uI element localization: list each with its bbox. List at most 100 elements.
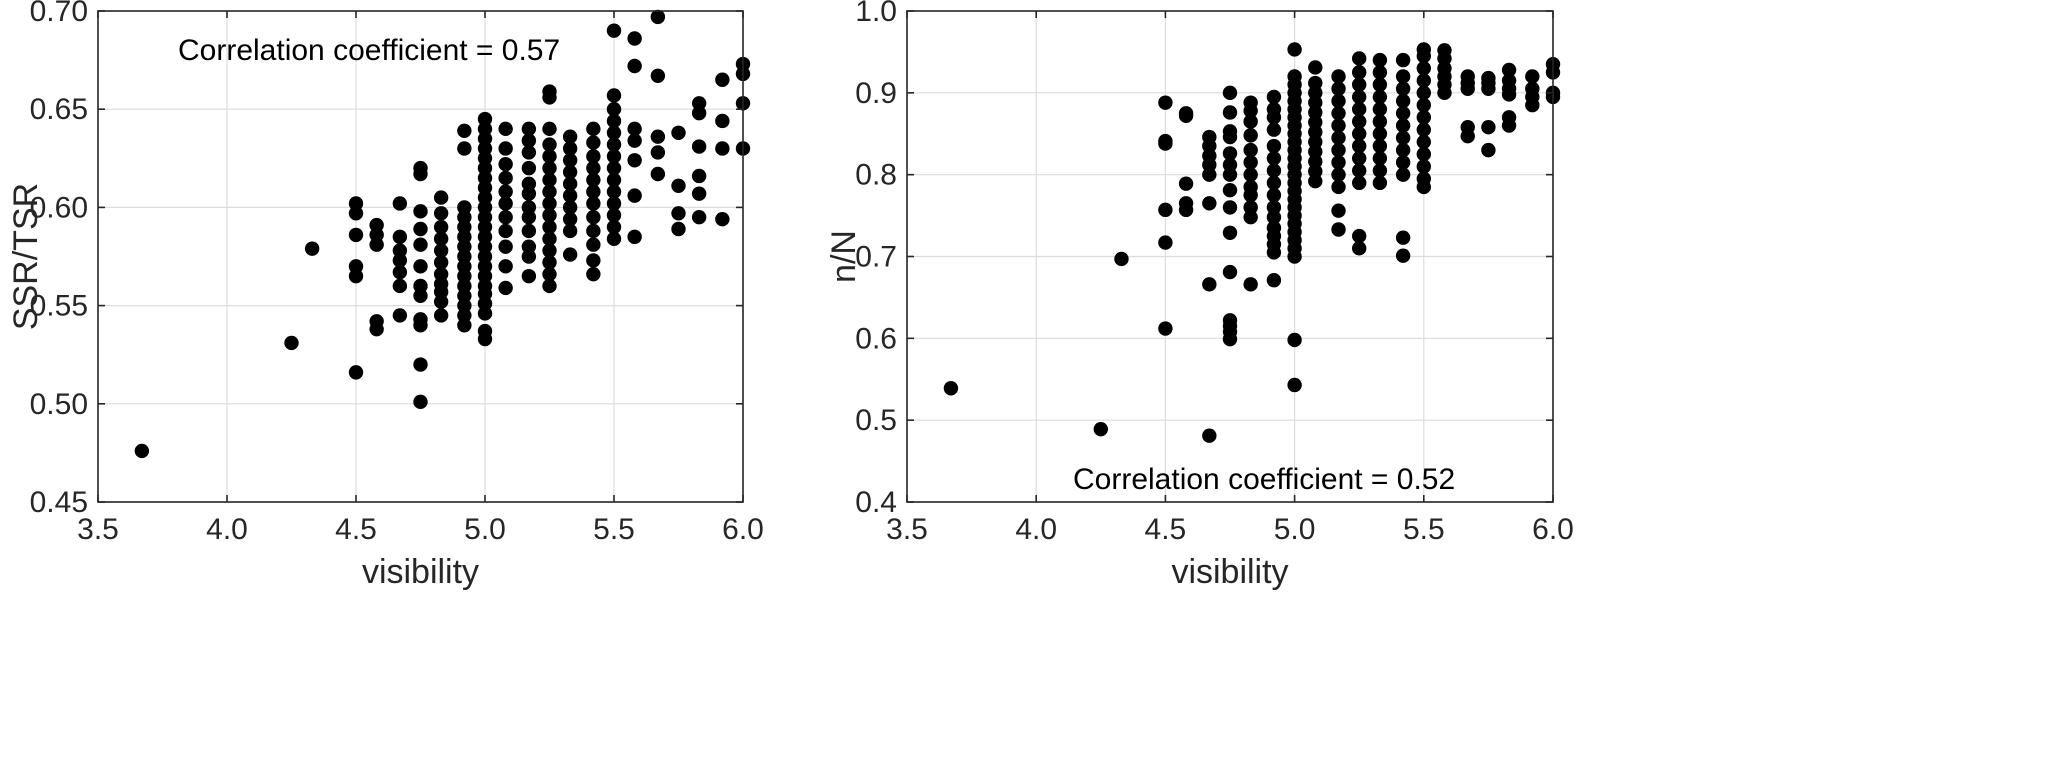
data-point [1372,102,1388,117]
data-point [1525,69,1540,84]
data-point [1178,196,1194,211]
y-tick-label: 0.65 [30,93,88,126]
data-point [1331,130,1346,146]
data-point [521,121,537,137]
data-point [627,121,642,137]
data-point [562,211,578,227]
data-point [1266,151,1282,166]
y-tick-label: 0.50 [30,388,88,421]
data-point [691,96,707,111]
data-point [477,323,493,339]
data-point [1308,75,1323,91]
data-point [650,9,666,25]
data-point [477,111,493,127]
y-tick-label: 0.70 [30,0,88,28]
data-point [1501,62,1517,78]
data-point [1243,155,1258,170]
data-point [691,210,707,225]
data-point [521,223,537,239]
data-point [606,149,622,164]
data-point [1331,142,1346,158]
grid-right [906,10,1554,503]
data-point [943,381,959,396]
data-point [1243,142,1258,158]
data-point [542,184,557,199]
data-point [627,229,642,245]
data-point [1331,203,1346,218]
data-point [1222,105,1238,120]
data-point [606,160,622,176]
data-point [1266,187,1282,203]
data-point [586,135,601,150]
data-point [1222,225,1238,240]
data-point [1243,200,1258,215]
data-point [586,172,601,188]
data-point [1287,332,1302,348]
data-point [1395,93,1411,109]
data-point [498,184,513,199]
data-point [433,231,449,247]
data-point [413,312,428,327]
data-point [521,145,537,160]
data-point [498,141,513,156]
data-point [433,255,449,270]
y-axis-label-left: SSR/TSR [7,183,45,330]
data-point [1352,138,1367,154]
data-point [1158,321,1173,336]
data-point [134,443,150,459]
data-point [542,243,557,258]
data-point [562,153,578,168]
data-point [1395,167,1411,182]
data-point [1395,142,1411,158]
data-point [562,176,578,192]
data-point [1158,95,1173,110]
data-point [586,149,601,164]
data-point [1266,138,1282,154]
data-point [521,200,537,215]
data-point [1308,60,1323,75]
data-point [1352,89,1367,105]
data-point [542,84,557,99]
data-point [1395,69,1411,84]
data-point [1372,114,1388,129]
data-point [498,196,513,211]
data-point [433,308,449,323]
data-point [433,266,449,282]
data-point [606,113,622,129]
data-point [586,184,601,199]
data-point [1266,200,1282,215]
data-point [1501,110,1517,125]
y-tick-label: 0.8 [855,159,897,192]
data-point [1266,102,1282,117]
data-point [1352,151,1367,166]
correlation-annotation-right: Correlation coefficient = 0.52 [1073,463,1455,496]
data-point [586,223,601,239]
data-point [586,160,601,176]
data-point [1352,51,1367,66]
data-point [348,196,364,211]
data-point [413,221,428,237]
data-point [498,210,513,225]
data-point [1287,377,1302,393]
data-point [606,137,622,152]
grid-left [97,10,744,503]
data-point [1158,235,1173,250]
data-point [542,196,557,211]
data-point [1331,93,1346,109]
y-tick-label: 0.4 [855,486,897,519]
data-point [671,206,686,221]
data-point [1266,273,1282,288]
chart-right: 3.5 4.0 4.5 5.0 5.5 6.00.40.50.60.70.80.91.0 … [825,0,1574,591]
data-point [1481,142,1496,158]
data-point [1352,102,1367,117]
data-point [1352,77,1367,92]
y-tick-label: 0.9 [855,77,897,110]
data-point [691,139,707,154]
data-point [457,200,472,215]
x-tick-label: 5.0 [1274,513,1316,546]
data-point [413,237,428,252]
data-point [1202,196,1217,211]
data-point [1352,163,1367,178]
data-point [542,121,557,137]
data-point [1395,52,1411,68]
